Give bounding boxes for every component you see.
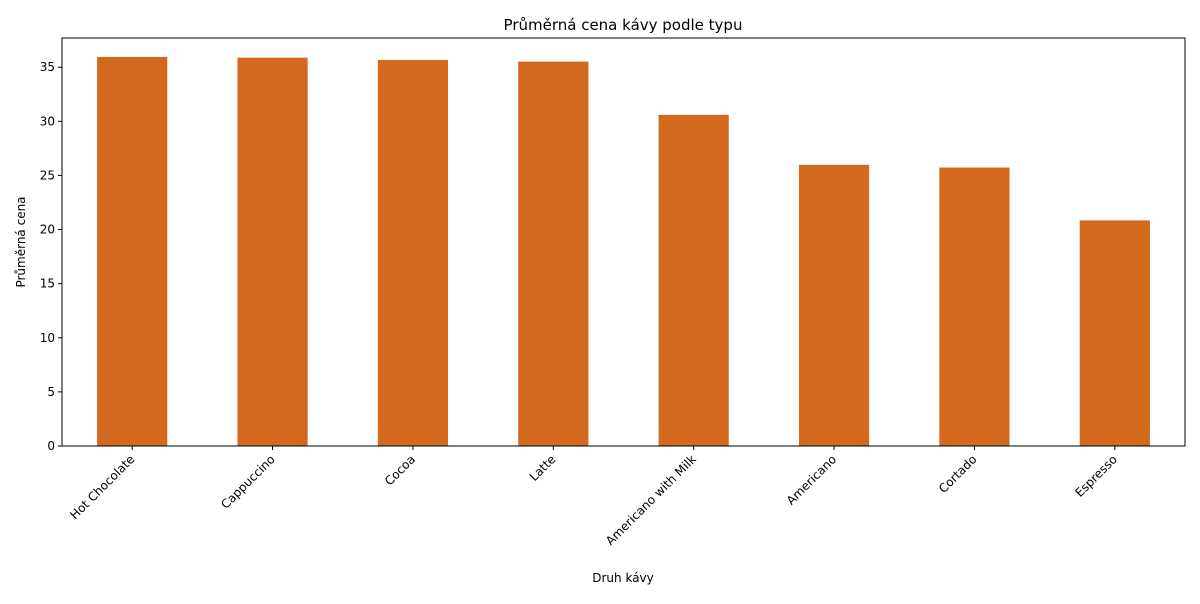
bar-americano-with-milk — [658, 114, 729, 446]
bar-hot-chocolate — [97, 56, 168, 446]
y-tick-label: 25 — [40, 168, 55, 182]
bar-latte — [518, 61, 589, 447]
y-tick-label: 10 — [40, 331, 55, 345]
bar-cortado — [939, 167, 1010, 447]
bar-cocoa — [377, 59, 449, 446]
y-axis: 0 5 10 15 20 25 30 35 — [40, 60, 62, 453]
bar-americano — [798, 164, 870, 446]
x-tick-label: Cappuccino — [218, 452, 277, 511]
chart-title: Průměrná cena kávy podle typu — [504, 16, 743, 34]
x-tick-label: Hot Chocolate — [67, 452, 137, 522]
y-tick-label: 5 — [47, 385, 55, 399]
y-tick-label: 0 — [47, 439, 55, 453]
bar-espresso — [1079, 220, 1150, 446]
plot-frame — [61, 37, 1186, 447]
x-tick-label: Americano with Milk — [603, 452, 699, 548]
y-tick-label: 15 — [40, 277, 55, 291]
x-tick-label: Cortado — [936, 452, 980, 496]
y-tick-label: 30 — [40, 114, 55, 128]
bars-layer — [97, 56, 1150, 447]
x-tick-label: Cocoa — [382, 452, 418, 488]
y-tick-label: 35 — [40, 60, 55, 74]
bar-cappuccino — [237, 57, 308, 446]
x-tick-label: Americano — [784, 452, 839, 507]
x-tick-label: Espresso — [1072, 452, 1120, 500]
y-axis-label: Průměrná cena — [14, 196, 28, 287]
x-tick-label: Latte — [527, 452, 559, 484]
y-tick-label: 20 — [40, 223, 55, 237]
x-axis-label: Druh kávy — [592, 571, 654, 585]
x-axis: Hot Chocolate Cappuccino Cocoa Latte America… — [67, 446, 1120, 548]
